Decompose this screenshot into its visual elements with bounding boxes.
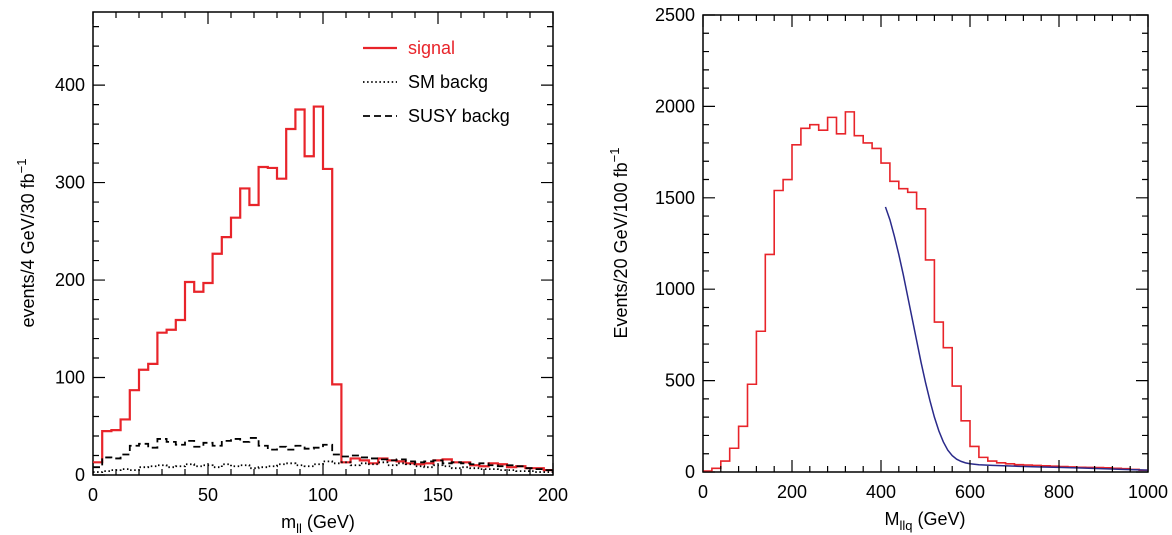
left-x-tick-label: 100 [308,485,338,505]
left-x-axis-title-main: m [281,512,296,532]
right-plot-frame [702,14,1149,473]
left-x-tick-label: 200 [538,485,568,505]
right-tick-marks [702,14,1149,473]
right-x-axis-title: Mllq (GeV) [884,509,965,533]
right-y-tick-label: 500 [665,371,695,391]
left-x-tick-label: 50 [198,485,218,505]
right-x-tick-label: 600 [955,482,985,502]
left-y-tick-label: 200 [55,270,85,290]
right-y-tick-label: 2000 [655,96,695,116]
legend-sm-backg-label: SM backg [408,72,488,92]
left-y-axis-title-main: events/4 GeV/30 fb [18,173,38,327]
legend-signal-label: signal [408,38,455,58]
left-series-group [93,105,553,473]
legend-susy-backg-label: SUSY backg [408,106,510,126]
right-chart: 0 200 400 600 800 1000 0 500 1000 1500 2000 2500 Ml… [607,5,1168,533]
right-y-axis-title-main: Events/20 GeV/100 fb [611,162,631,338]
left-series-susy [93,437,553,472]
left-x-axis-title-unit: (GeV) [302,512,355,532]
right-fit-curve [884,206,1149,471]
left-x-axis-title: mll (GeV) [281,512,355,535]
right-y-tick-label: 1000 [655,279,695,299]
left-tick-marks [92,12,554,476]
left-y-tick-label: 0 [75,465,85,485]
right-x-tick-label: 800 [1044,482,1074,502]
right-y-tick-label: 1500 [655,188,695,208]
left-series-signal [93,105,553,472]
right-x-tick-label: 0 [698,482,708,502]
right-x-tick-label: 400 [866,482,896,502]
right-x-axis-title-main: M [884,509,899,529]
left-chart: 0 50 100 150 200 0 100 200 300 400 signal SM back… [14,11,568,535]
left-y-tick-label: 400 [55,75,85,95]
right-series-group [703,111,1149,472]
left-y-tick-label: 300 [55,173,85,193]
left-y-axis-title: events/4 GeV/30 fb−1 [14,159,38,328]
left-x-tick-label: 0 [88,485,98,505]
right-x-axis-title-subscript: llq [899,518,912,533]
right-x-axis-title-unit: (GeV) [913,509,966,529]
right-y-axis-title: Events/20 GeV/100 fb−1 [607,148,631,339]
left-y-axis-title-superscript: −1 [14,159,29,174]
right-series-signal [703,111,1148,472]
right-y-tick-label: 0 [685,462,695,482]
right-x-tick-label: 1000 [1128,482,1168,502]
left-x-axis-title-subscript: ll [296,521,302,535]
left-ticks-group: 0 50 100 150 200 0 100 200 300 400 [55,12,568,505]
right-ticks-group: 0 200 400 600 800 1000 0 500 1000 1500 2000 2500 [655,5,1168,502]
right-y-tick-label: 2500 [655,5,695,25]
legend: signal SM backg SUSY backg [363,38,510,126]
left-x-tick-label: 150 [423,485,453,505]
right-y-axis-title-superscript: −1 [607,148,622,163]
left-y-tick-label: 100 [55,368,85,388]
right-x-tick-label: 200 [777,482,807,502]
